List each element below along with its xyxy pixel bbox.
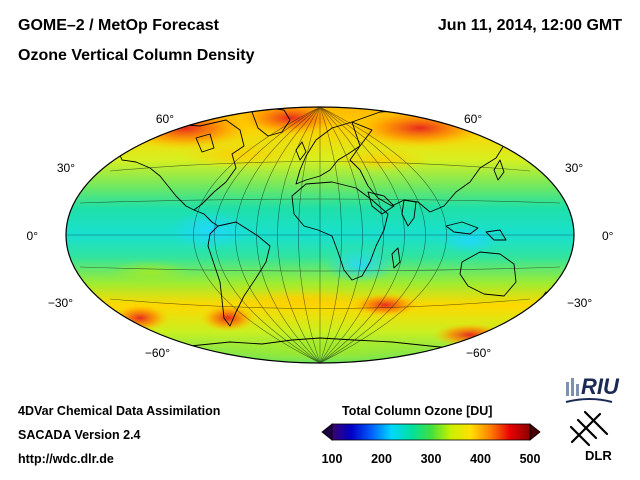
india-coast — [401, 199, 417, 227]
colorbar-tick: 300 — [420, 452, 442, 466]
hudson-bay — [195, 133, 215, 153]
footer-link[interactable]: http://wdc.dlr.de — [18, 452, 114, 466]
map-title: GOME–2 / MetOp Forecast — [18, 17, 219, 34]
lat-label: 0° — [602, 229, 614, 243]
colorbar-high-arrow — [529, 423, 541, 441]
colorbar-title: Total Column Ozone [DU] — [342, 404, 493, 418]
madagascar-coast — [391, 247, 401, 269]
lat-label: 30° — [565, 161, 583, 175]
map-border — [65, 106, 575, 364]
indonesia-coast — [445, 221, 507, 241]
south-america-coast — [207, 221, 271, 327]
colorbar-tick: 500 — [519, 452, 541, 466]
riu-logo-text: RIU — [581, 374, 619, 399]
map-subtitle: Ozone Vertical Column Density — [18, 47, 255, 64]
britain-coast — [295, 141, 307, 161]
north-america-coast — [117, 119, 245, 211]
footer-line-version: SACADA Version 2.4 — [18, 428, 141, 442]
europe-coast — [295, 121, 373, 185]
central-america-coast — [193, 209, 219, 227]
colorbar-low-arrow — [321, 423, 333, 441]
arabia-coast — [367, 191, 395, 215]
lat-label: −60° — [466, 346, 491, 360]
lat-label: −30° — [48, 296, 73, 310]
colorbar-tick: 400 — [470, 452, 491, 466]
colorbar-tick: 100 — [321, 452, 343, 466]
lat-labels-left: 60° 30° 0° −30° −60° — [27, 112, 175, 360]
lat-label: 30° — [57, 161, 75, 175]
colorbar-tick: 200 — [371, 452, 392, 466]
australia-coast — [459, 251, 517, 297]
lat-label: −30° — [567, 296, 592, 310]
africa-coast — [291, 181, 389, 281]
lat-label: −60° — [145, 346, 170, 360]
lat-label: 60° — [464, 112, 482, 126]
lat-labels-right: 60° 30° 0° −30° −60° — [464, 112, 614, 360]
forecast-datetime: Jun 11, 2014, 12:00 GMT — [437, 17, 622, 34]
dlr-logo-text: DLR — [585, 448, 612, 463]
lat-label: 60° — [156, 112, 174, 126]
lat-label: 0° — [27, 229, 39, 243]
dlr-logo-mark — [569, 410, 609, 447]
graticule — [66, 107, 574, 363]
riu-logo-mark — [565, 378, 613, 403]
colorbar — [321, 423, 541, 441]
colorbar-body — [331, 423, 531, 441]
footer-line-assimilation: 4DVar Chemical Data Assimilation — [18, 404, 221, 418]
japan-coast — [493, 159, 505, 181]
